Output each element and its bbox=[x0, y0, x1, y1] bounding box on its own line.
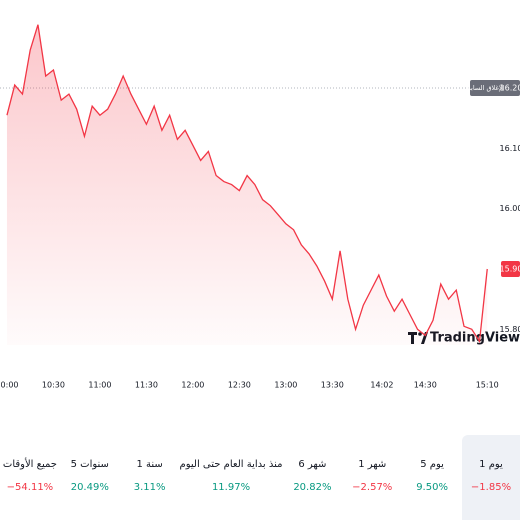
x-tick-label: 12:30 bbox=[228, 381, 251, 390]
period-change: 9.50% bbox=[416, 482, 448, 493]
period-tab[interactable]: 1 شهر −2.57% bbox=[342, 435, 402, 520]
period-label: 5 سنوات bbox=[70, 459, 109, 470]
period-label: 1 يوم bbox=[479, 459, 503, 470]
x-tick-label: 10:30 bbox=[42, 381, 65, 390]
period-label: 5 يوم bbox=[420, 459, 444, 470]
x-tick-label: 15:10 bbox=[476, 381, 499, 390]
y-tick-label: 16.00 bbox=[500, 204, 520, 213]
period-tabs: 1 يوم −1.85% 5 يوم 9.50% 1 شهر −2.57% 6 شهر 20.… bbox=[0, 435, 520, 520]
period-tab[interactable]: 5 سنوات 20.49% bbox=[60, 435, 120, 520]
period-label: 1 شهر bbox=[358, 459, 387, 470]
period-label: 6 شهر bbox=[298, 459, 327, 470]
previous-close-label: الإغلاق السابق bbox=[466, 84, 505, 92]
period-label: 1 سنة bbox=[136, 459, 163, 470]
previous-close-value: 16.20 bbox=[500, 84, 520, 93]
x-tick-label: 11:00 bbox=[88, 381, 111, 390]
price-line bbox=[6, 24, 488, 344]
period-label: منذ بداية العام حتى اليوم bbox=[179, 459, 283, 470]
x-tick-label: 14:30 bbox=[414, 381, 437, 390]
x-tick-label: 10:00 bbox=[0, 381, 19, 390]
x-tick-label: 11:30 bbox=[135, 381, 158, 390]
current-price-box bbox=[501, 261, 520, 278]
x-tick-label: 14:02 bbox=[370, 381, 393, 390]
period-change: 20.82% bbox=[293, 482, 332, 493]
period-change: 3.11% bbox=[133, 482, 166, 493]
period-tab[interactable]: جميع الأوقات −54.11% bbox=[0, 435, 60, 520]
period-change: −2.57% bbox=[352, 482, 393, 493]
x-tick-label: 12:00 bbox=[181, 381, 204, 390]
current-price-label: 15.90 bbox=[500, 265, 520, 274]
x-tick-label: 13:00 bbox=[274, 381, 297, 390]
period-label: جميع الأوقات bbox=[2, 459, 57, 470]
y-tick-label: 15.80 bbox=[500, 325, 520, 334]
period-change: 20.49% bbox=[70, 482, 109, 493]
period-tab[interactable]: منذ بداية العام حتى اليوم 11.97% bbox=[180, 435, 283, 520]
chart: TradingView 15.8016.0016.1010:0010:3011:… bbox=[0, 24, 520, 390]
period-change: −54.11% bbox=[6, 482, 54, 493]
area bbox=[6, 24, 488, 345]
period-tab[interactable]: 1 يوم −1.85% bbox=[462, 435, 520, 520]
x-tick-label: 13:30 bbox=[321, 381, 344, 390]
period-tab[interactable]: 6 شهر 20.82% bbox=[282, 435, 342, 520]
period-tab[interactable]: 1 سنة 3.11% bbox=[120, 435, 180, 520]
previous-close-box bbox=[470, 80, 520, 97]
period-change: 11.97% bbox=[211, 482, 251, 493]
period-tab[interactable]: 5 يوم 9.50% bbox=[402, 435, 462, 520]
period-change: −1.85% bbox=[470, 482, 512, 493]
y-tick-label: 16.10 bbox=[500, 144, 520, 153]
